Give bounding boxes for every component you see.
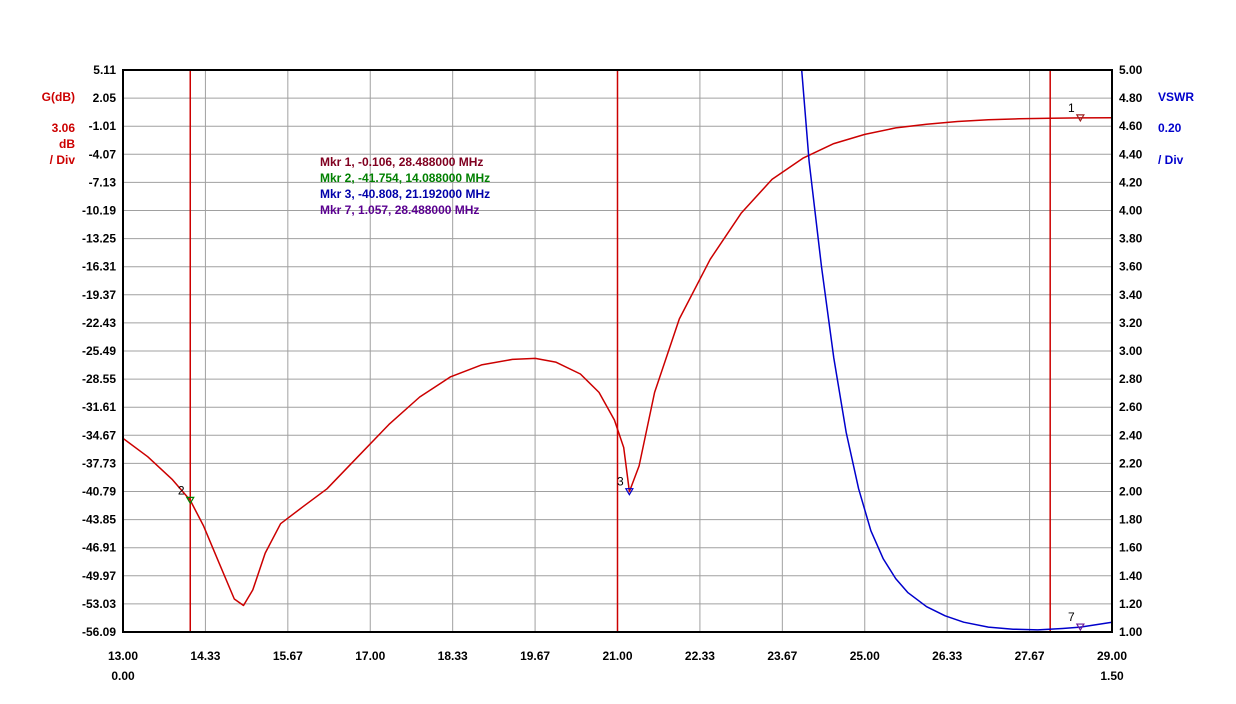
left-tick-label: -28.55 bbox=[82, 372, 116, 386]
marker-legend-entry: Mkr 7, 1.057, 28.488000 MHz bbox=[320, 203, 479, 217]
right-tick-label: 1.20 bbox=[1119, 597, 1143, 611]
left-tick-label: -34.67 bbox=[82, 428, 116, 442]
right-axis-scale-per: / Div bbox=[1158, 153, 1184, 167]
left-tick-label: 5.11 bbox=[93, 63, 116, 77]
marker-triangle-7 bbox=[1075, 623, 1085, 632]
left-tick-label: -19.37 bbox=[82, 288, 116, 302]
plot-frame bbox=[122, 69, 1113, 633]
left-axis-scale-unit: dB bbox=[59, 137, 75, 151]
x-tick-label: 25.00 bbox=[850, 649, 880, 663]
left-tick-label: -13.25 bbox=[82, 232, 116, 246]
right-tick-label: 2.20 bbox=[1119, 456, 1143, 470]
right-tick-label: 2.00 bbox=[1119, 485, 1143, 499]
x-tick-label: 17.00 bbox=[355, 649, 385, 663]
right-axis-ticks: 5.00 4.80 4.60 4.40 4.20 4.00 3.80 3.60 3.40 3.20… bbox=[1119, 63, 1143, 639]
markers: 1 2 3 7 bbox=[178, 101, 1085, 632]
marker-legend-entry: Mkr 2, -41.754, 14.088000 MHz bbox=[320, 171, 490, 185]
right-tick-label: 4.20 bbox=[1119, 175, 1143, 189]
left-axis-ticks: 5.11 2.05 -1.01 -4.07 -7.13 -10.19 -13.25 -16.3… bbox=[82, 63, 116, 639]
x-tick-label: 18.33 bbox=[438, 649, 468, 663]
right-tick-label: 3.60 bbox=[1119, 260, 1143, 274]
marker-legend: Mkr 1, -0.106, 28.488000 MHz Mkr 2, -41.7… bbox=[320, 155, 490, 217]
x-tick-label: 15.67 bbox=[273, 649, 303, 663]
x-tick-label: 13.00 bbox=[108, 649, 138, 663]
marker-triangle-2 bbox=[185, 496, 195, 505]
left-tick-label: -53.03 bbox=[82, 597, 116, 611]
right-tick-label: 4.60 bbox=[1119, 119, 1143, 133]
marker-number-label: 7 bbox=[1068, 610, 1075, 624]
right-tick-label: 1.80 bbox=[1119, 513, 1143, 527]
x-axis-sub-left: 0.00 bbox=[111, 669, 135, 683]
left-tick-label: 2.05 bbox=[93, 91, 117, 105]
series-group bbox=[122, 69, 1113, 631]
left-tick-label: -4.07 bbox=[89, 147, 117, 161]
x-tick-label: 23.67 bbox=[767, 649, 797, 663]
x-tick-label: 29.00 bbox=[1097, 649, 1127, 663]
marker-legend-entry: Mkr 3, -40.808, 21.192000 MHz bbox=[320, 187, 490, 201]
marker-number-label: 3 bbox=[617, 475, 624, 489]
x-tick-label: 26.33 bbox=[932, 649, 962, 663]
right-tick-label: 5.00 bbox=[1119, 63, 1143, 77]
left-tick-label: -46.91 bbox=[82, 541, 116, 555]
right-tick-label: 4.40 bbox=[1119, 147, 1143, 161]
x-tick-label: 27.67 bbox=[1015, 649, 1045, 663]
right-tick-label: 3.40 bbox=[1119, 288, 1143, 302]
right-axis-title: VSWR bbox=[1158, 90, 1194, 104]
right-axis-scale-value: 0.20 bbox=[1158, 121, 1182, 135]
left-tick-label: -10.19 bbox=[82, 204, 116, 218]
x-axis-ticks: 13.00 14.33 15.67 17.00 18.33 19.67 21.00 22.33… bbox=[108, 649, 1127, 663]
x-tick-label: 22.33 bbox=[685, 649, 715, 663]
marker-number-label: 1 bbox=[1068, 101, 1075, 115]
left-tick-label: -7.13 bbox=[89, 175, 117, 189]
left-tick-label: -31.61 bbox=[82, 400, 116, 414]
left-tick-label: -37.73 bbox=[82, 456, 116, 470]
right-tick-label: 4.80 bbox=[1119, 91, 1143, 105]
left-axis-scale-per: / Div bbox=[50, 153, 76, 167]
marker-triangle-3 bbox=[624, 488, 634, 496]
left-axis-scale-value: 3.06 bbox=[52, 121, 76, 135]
left-tick-label: -1.01 bbox=[89, 119, 117, 133]
right-tick-label: 2.60 bbox=[1119, 400, 1143, 414]
marker-number-label: 2 bbox=[178, 483, 185, 497]
left-tick-label: -56.09 bbox=[82, 625, 116, 639]
series-line-1 bbox=[122, 117, 1113, 607]
right-tick-label: 3.80 bbox=[1119, 232, 1143, 246]
right-tick-label: 3.20 bbox=[1119, 316, 1143, 330]
right-tick-label: 2.40 bbox=[1119, 428, 1143, 442]
left-tick-label: -22.43 bbox=[82, 316, 116, 330]
x-tick-label: 21.00 bbox=[602, 649, 632, 663]
left-tick-label: -25.49 bbox=[82, 344, 116, 358]
series-line-2 bbox=[800, 69, 1113, 631]
left-tick-label: -40.79 bbox=[82, 485, 116, 499]
right-tick-label: 1.60 bbox=[1119, 541, 1143, 555]
left-tick-label: -43.85 bbox=[82, 513, 116, 527]
left-tick-label: -16.31 bbox=[82, 260, 116, 274]
left-axis-title: G(dB) bbox=[42, 90, 75, 104]
marker-triangle-1 bbox=[1075, 114, 1085, 123]
right-tick-label: 4.00 bbox=[1119, 204, 1143, 218]
left-tick-label: -49.97 bbox=[82, 569, 116, 583]
x-tick-label: 19.67 bbox=[520, 649, 550, 663]
cursor-lines bbox=[189, 70, 1051, 632]
x-axis-sub-right: 1.50 bbox=[1100, 669, 1124, 683]
right-tick-label: 1.40 bbox=[1119, 569, 1143, 583]
right-tick-label: 2.80 bbox=[1119, 372, 1143, 386]
x-tick-label: 14.33 bbox=[190, 649, 220, 663]
right-tick-label: 3.00 bbox=[1119, 344, 1143, 358]
right-tick-label: 1.00 bbox=[1119, 625, 1143, 639]
marker-legend-entry: Mkr 1, -0.106, 28.488000 MHz bbox=[320, 155, 483, 169]
